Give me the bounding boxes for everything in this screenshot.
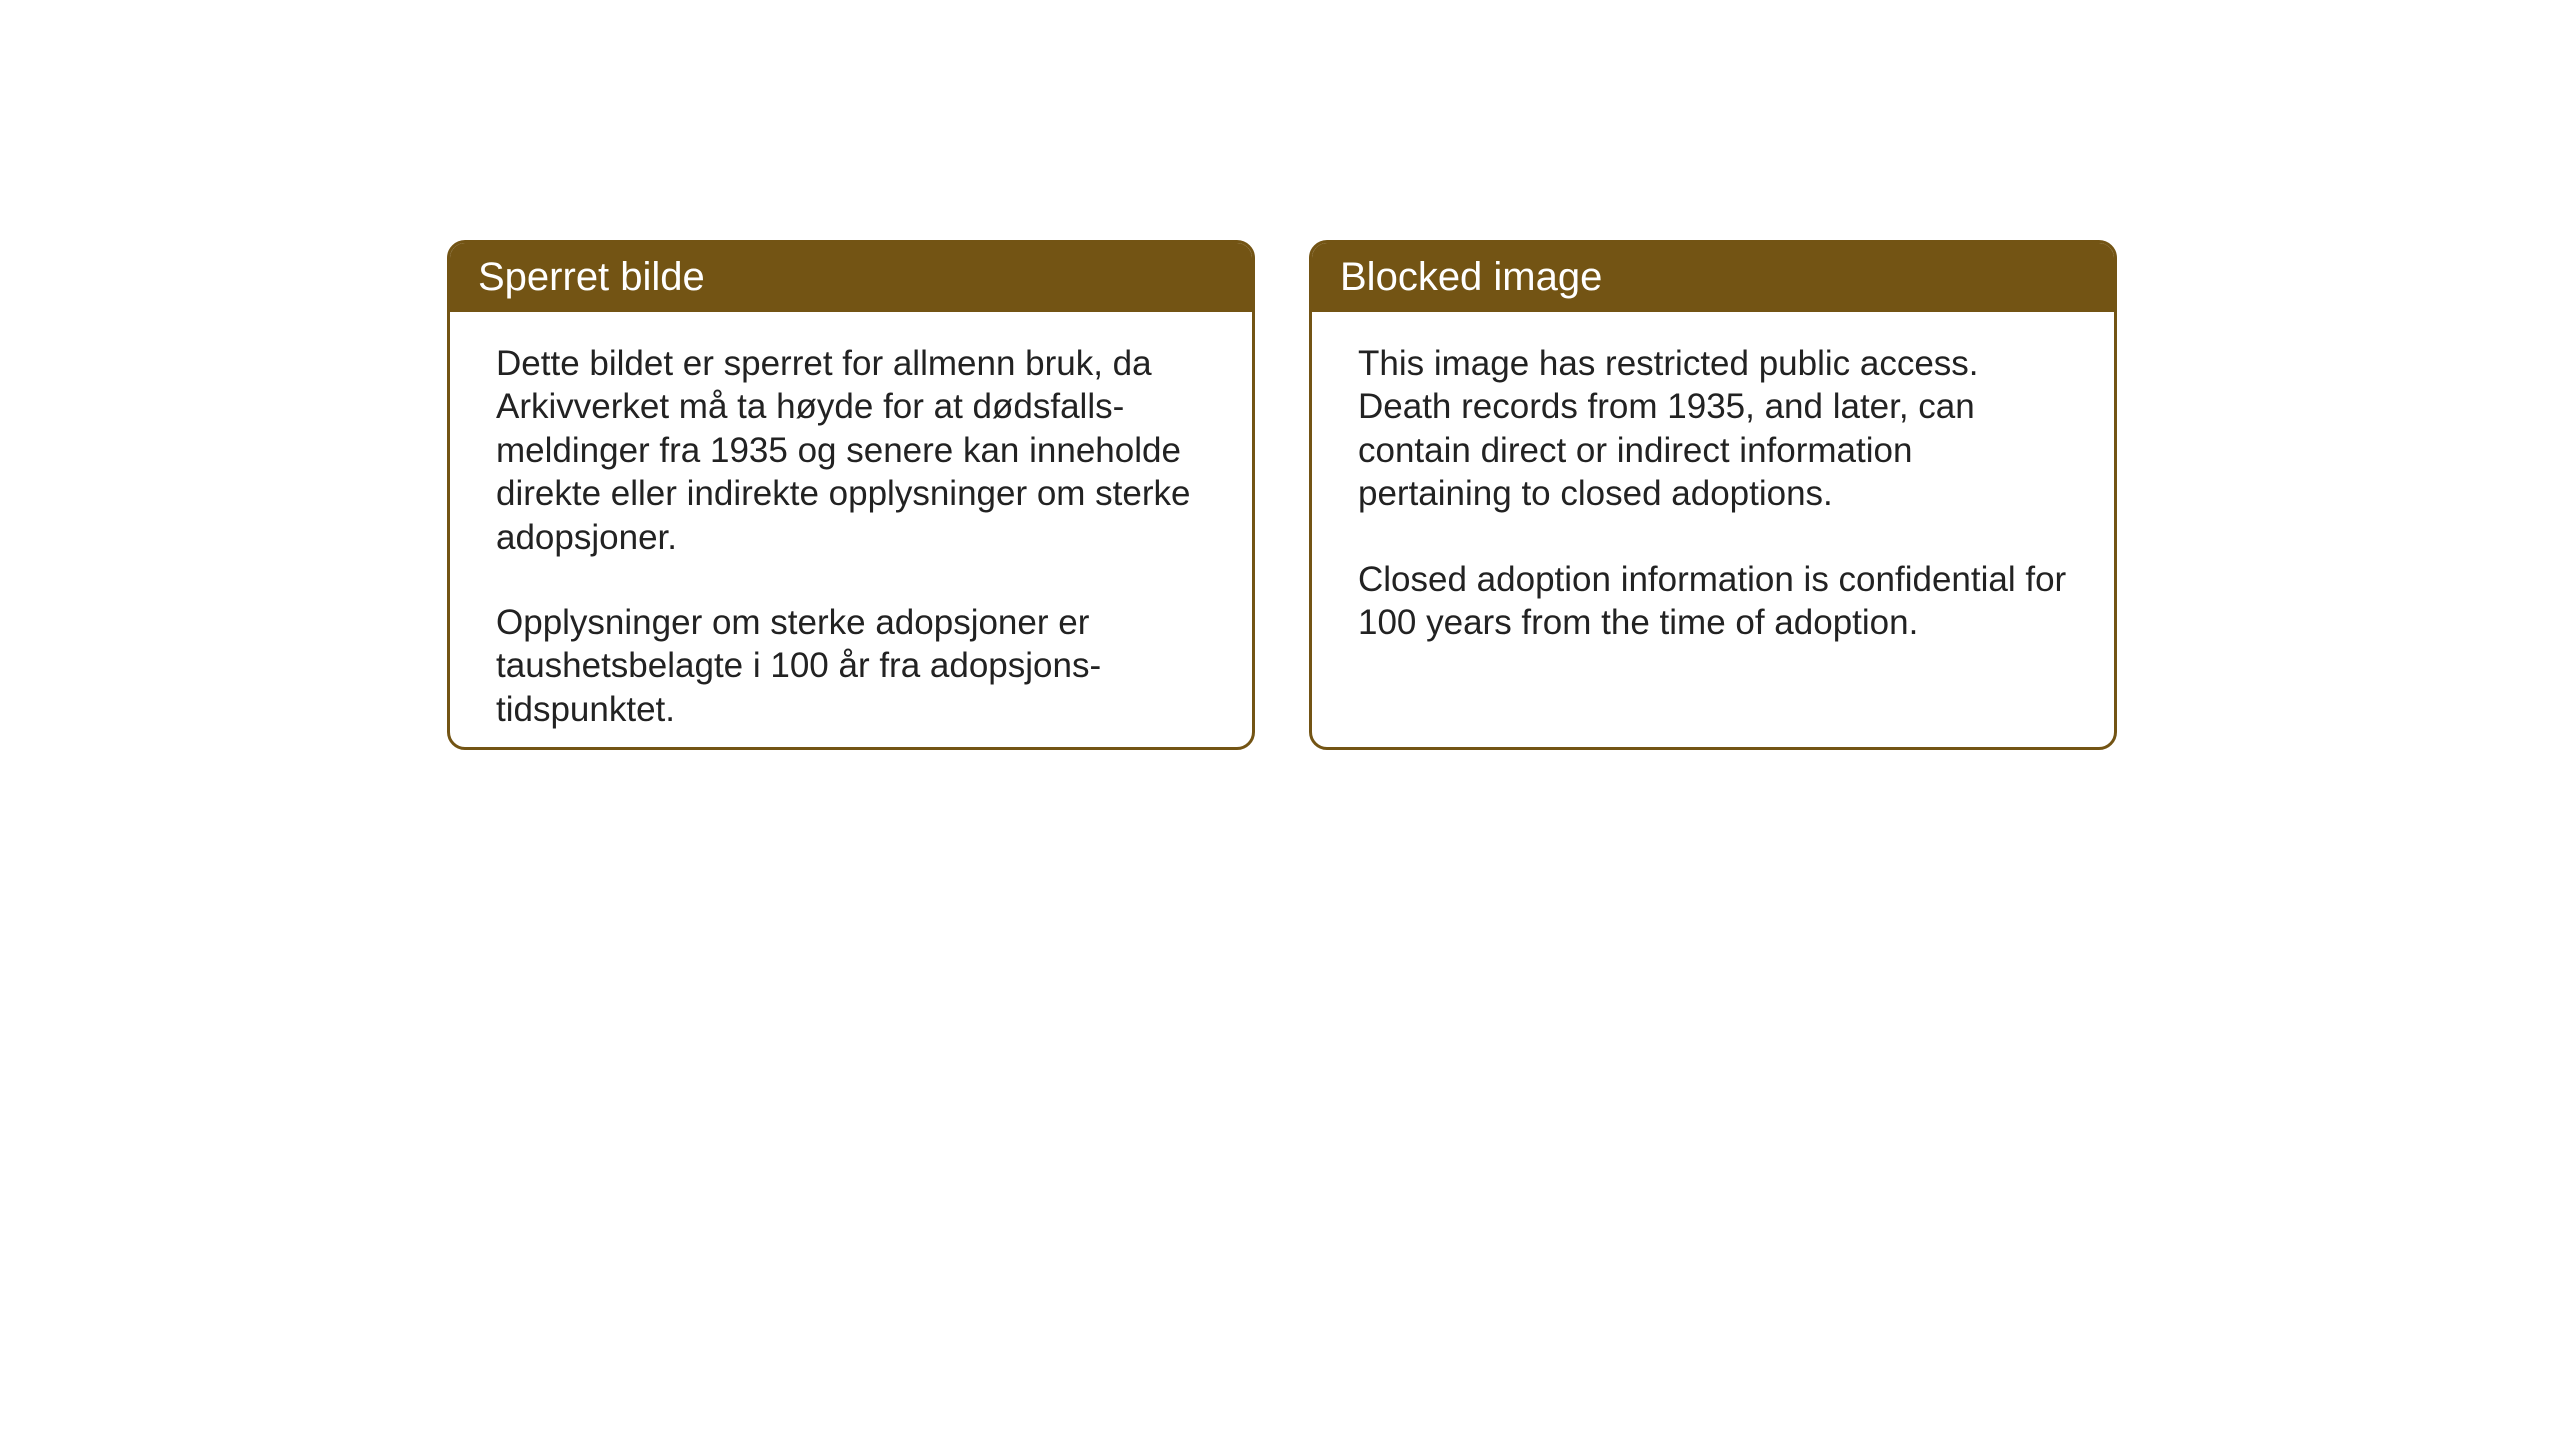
card-header-english: Blocked image [1312, 243, 2114, 312]
card-body-english: This image has restricted public access.… [1312, 312, 2114, 674]
card-paragraph-2-english: Closed adoption information is confident… [1358, 558, 2068, 645]
card-paragraph-1-english: This image has restricted public access.… [1358, 342, 2068, 516]
card-title-english: Blocked image [1340, 255, 1602, 299]
card-paragraph-1-norwegian: Dette bildet er sperret for allmenn bruk… [496, 342, 1206, 559]
card-norwegian: Sperret bilde Dette bildet er sperret fo… [447, 240, 1255, 750]
card-body-norwegian: Dette bildet er sperret for allmenn bruk… [450, 312, 1252, 750]
card-english: Blocked image This image has restricted … [1309, 240, 2117, 750]
card-title-norwegian: Sperret bilde [478, 255, 705, 299]
cards-container: Sperret bilde Dette bildet er sperret fo… [447, 240, 2117, 750]
card-paragraph-2-norwegian: Opplysninger om sterke adopsjoner er tau… [496, 601, 1206, 731]
card-header-norwegian: Sperret bilde [450, 243, 1252, 312]
